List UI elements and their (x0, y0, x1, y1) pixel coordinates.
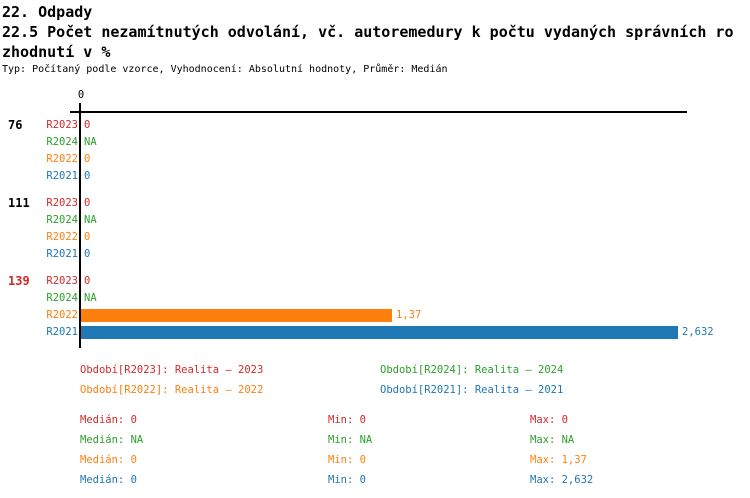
indicator-title-line2: zhodnutí v % (2, 43, 111, 61)
stat-min-r2024: Min: NA (328, 434, 373, 446)
series-label-r2023: R2023 (46, 197, 78, 209)
value-label: 0 (84, 231, 91, 243)
bar-value-label: 2,632 (682, 326, 714, 338)
stat-min-r2021: Min: 0 (328, 474, 366, 486)
value-label: 0 (84, 248, 91, 260)
group-label-76: 76 (8, 118, 23, 132)
stat-median-r2023: Medián: 0 (80, 414, 137, 426)
indicator-meta: Typ: Počítaný podle vzorce, Vyhodnocení:… (2, 64, 448, 75)
bar-row-r2022: 1,37 (81, 307, 421, 324)
legend-item-r2021: Období[R2021]: Realita – 2021 (380, 384, 564, 396)
series-label-r2024: R2024 (46, 292, 78, 304)
bar-row-r2021: 2,632 (81, 324, 714, 341)
value-label: 0 (84, 153, 91, 165)
series-label-r2022: R2022 (46, 231, 78, 243)
group-label-139: 139 (8, 274, 30, 288)
stat-median-r2022: Medián: 0 (80, 454, 137, 466)
stat-median-r2024: Medián: NA (80, 434, 144, 446)
stat-max-r2021: Max: 2,632 (530, 474, 594, 486)
group-label-111: 111 (8, 196, 30, 210)
value-label: 0 (84, 197, 91, 209)
category-title: 22. Odpady (2, 3, 93, 21)
value-label: NA (84, 214, 97, 226)
stat-median-r2021: Medián: 0 (80, 474, 137, 486)
legend-item-r2023: Období[R2023]: Realita – 2023 (80, 364, 264, 376)
bar-r2022 (81, 309, 392, 322)
indicator-title-line1: 22.5 Počet nezamítnutých odvolání, vč. a… (2, 23, 734, 41)
value-label: 0 (84, 170, 91, 182)
series-label-r2022: R2022 (46, 153, 78, 165)
value-label: 0 (84, 119, 91, 131)
value-label: NA (84, 292, 97, 304)
series-label-r2021: R2021 (46, 170, 78, 182)
series-label-r2023: R2023 (46, 119, 78, 131)
bar-value-label: 1,37 (396, 309, 422, 321)
stat-max-r2022: Max: 1,37 (530, 454, 587, 466)
stat-min-r2022: Min: 0 (328, 454, 366, 466)
stat-max-r2023: Max: 0 (530, 414, 568, 426)
series-label-r2024: R2024 (46, 214, 78, 226)
x-axis-tick-zero: 0 (77, 89, 85, 101)
bar-r2021 (81, 326, 678, 339)
legend-item-r2022: Období[R2022]: Realita – 2022 (80, 384, 264, 396)
y-axis-line (79, 103, 81, 348)
series-label-r2021: R2021 (46, 326, 78, 338)
series-label-r2021: R2021 (46, 248, 78, 260)
value-label: 0 (84, 275, 91, 287)
series-label-r2022: R2022 (46, 309, 78, 321)
series-label-r2023: R2023 (46, 275, 78, 287)
value-label: NA (84, 136, 97, 148)
stat-min-r2023: Min: 0 (328, 414, 366, 426)
stat-max-r2024: Max: NA (530, 434, 575, 446)
legend-item-r2024: Období[R2024]: Realita – 2024 (380, 364, 564, 376)
series-label-r2024: R2024 (46, 136, 78, 148)
x-axis-line (70, 111, 687, 113)
